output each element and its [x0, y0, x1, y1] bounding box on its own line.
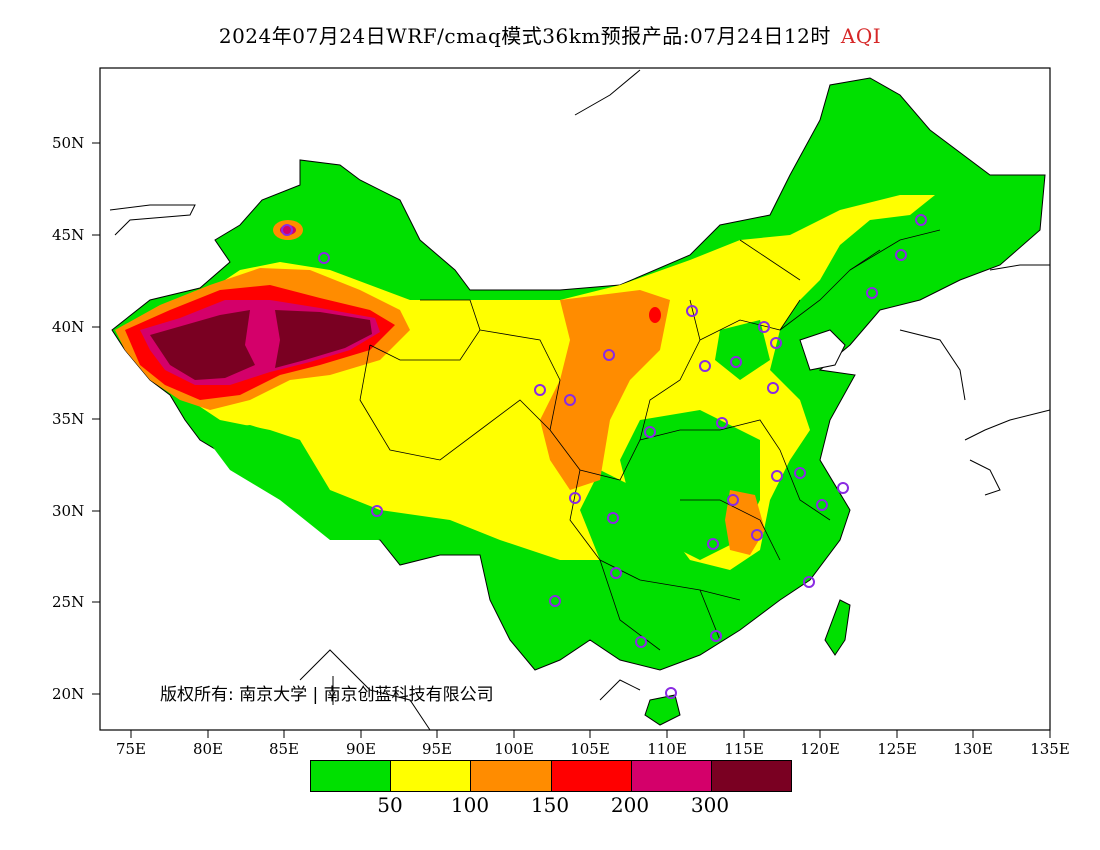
legend-label-200: 200: [610, 793, 650, 817]
lat-label-35n: 35N: [52, 410, 85, 428]
lat-label-30n: 30N: [52, 502, 85, 520]
lon-label-110e: 110E: [647, 740, 687, 758]
station-marker: [803, 576, 815, 588]
legend-swatch-moderate: [391, 761, 472, 791]
lon-label-130e: 130E: [953, 740, 993, 758]
station-marker: [767, 382, 779, 394]
bohai-sea: [799, 329, 846, 371]
station-marker: [727, 494, 739, 506]
station-marker: [644, 426, 656, 438]
map-title: 2024年07月24日WRF/cmaq模式36km预报产品:07月24日12时 A…: [0, 20, 1100, 49]
station-marker: [770, 337, 782, 349]
station-marker: [686, 305, 698, 317]
neighbour-coastlines: [109, 69, 1051, 731]
station-marker: [915, 214, 927, 226]
station-marker: [665, 687, 677, 699]
lon-label-105e: 105E: [570, 740, 610, 758]
lon-label-95e: 95E: [421, 740, 453, 758]
station-marker: [281, 224, 293, 236]
lon-label-100e: 100E: [494, 740, 534, 758]
lon-label-115e: 115E: [724, 740, 764, 758]
legend-label-100: 100: [450, 793, 490, 817]
lat-label-50n: 50N: [52, 134, 85, 152]
station-marker: [549, 595, 561, 607]
title-main: 2024年07月24日WRF/cmaq模式36km预报产品:07月24日12时: [218, 24, 831, 48]
aqi-hazardous-zone-west-2: [275, 310, 372, 368]
station-marker: [603, 349, 615, 361]
station-marker: [771, 470, 783, 482]
lat-label-20n: 20N: [52, 685, 85, 703]
monitoring-stations: [281, 214, 927, 699]
title-variable: AQI: [840, 24, 882, 48]
station-marker: [816, 499, 828, 511]
legend-label-150: 150: [530, 793, 570, 817]
aqi-hotspot-inner-mongolia: [649, 307, 661, 323]
station-marker: [534, 384, 546, 396]
aqi-hazardous-zone-west: [150, 310, 255, 380]
station-marker: [794, 467, 806, 479]
hainan-island: [644, 694, 681, 726]
station-marker: [699, 360, 711, 372]
legend-swatch-good: [311, 761, 392, 791]
lat-label-40n: 40N: [52, 318, 85, 336]
lat-label-25n: 25N: [52, 593, 85, 611]
station-marker: [635, 636, 647, 648]
station-marker: [751, 529, 763, 541]
station-marker: [730, 356, 742, 368]
legend-swatch-hazardous: [711, 761, 792, 791]
lon-label-135e: 135E: [1030, 740, 1070, 758]
aqi-good-patch-north: [715, 320, 770, 380]
lon-ticks: [130, 730, 1051, 738]
lat-label-45n: 45N: [52, 226, 85, 244]
lon-label-80e: 80E: [192, 740, 224, 758]
legend-swatch-unhealthy: [551, 761, 632, 791]
lon-label-90e: 90E: [345, 740, 377, 758]
station-marker: [371, 505, 383, 517]
lon-label-125e: 125E: [877, 740, 917, 758]
taiwan-island: [824, 599, 851, 656]
station-marker: [716, 417, 728, 429]
station-marker: [710, 630, 722, 642]
station-marker: [564, 394, 576, 406]
station-marker: [569, 492, 581, 504]
aqi-good-patch-central: [620, 410, 760, 560]
legend-label-50: 50: [377, 793, 403, 817]
legend-label-300: 300: [690, 793, 730, 817]
station-marker: [318, 252, 330, 264]
aqi-sensitive-zone-central: [540, 290, 670, 490]
legend-swatch-sensitive: [471, 761, 552, 791]
copyright-text: 版权所有: 南京大学 | 南京创蓝科技有限公司: [160, 685, 494, 705]
station-marker: [837, 482, 849, 494]
station-marker: [866, 287, 878, 299]
station-marker: [607, 512, 619, 524]
aqi-legend: [310, 760, 792, 792]
station-marker: [895, 249, 907, 261]
lon-label-75e: 75E: [115, 740, 147, 758]
station-marker: [758, 321, 770, 333]
legend-swatch-very-unhealthy: [631, 761, 712, 791]
station-marker: [610, 567, 622, 579]
lon-label-85e: 85E: [268, 740, 300, 758]
map-frame: [99, 67, 1051, 731]
aqi-good-patch-qinghai: [200, 425, 380, 540]
lat-ticks: [92, 142, 100, 695]
lon-label-120e: 120E: [800, 740, 840, 758]
station-marker: [707, 538, 719, 550]
